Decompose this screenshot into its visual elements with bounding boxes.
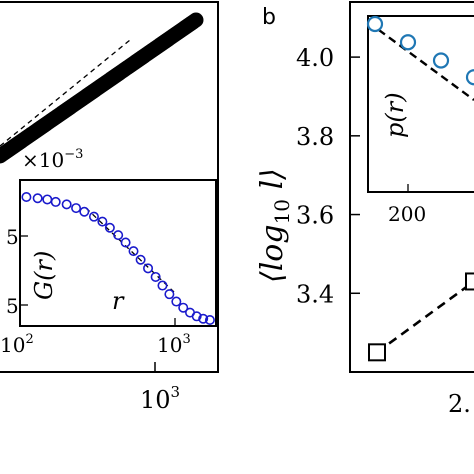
panel-a-inset-point xyxy=(198,313,209,324)
panel-a-inset-point xyxy=(50,196,61,207)
panel-b-inset-markers xyxy=(366,15,474,86)
panel-a-markers xyxy=(0,12,204,164)
panel-b-inset-point xyxy=(465,69,474,86)
panel-a-inset-point xyxy=(88,211,99,222)
panel-b-y-ticks: 3.4 3.6 3.8 4.0 xyxy=(296,44,360,308)
panel-a-inset-y-tick-label-lower: 5 xyxy=(6,294,19,318)
panel-b-y-axis-title: ⟨log10 l⟩ xyxy=(255,168,294,283)
panel-a-inset-point xyxy=(143,263,154,274)
panel-a-frame xyxy=(0,1,219,373)
panel-b-inset-point xyxy=(399,34,417,51)
panel-b-series xyxy=(368,272,474,362)
panel-b-y-tick-label: 3.6 xyxy=(296,202,334,230)
panel-a-inset-x-axis-title: r xyxy=(112,287,125,315)
panel-a-inset-point xyxy=(97,216,108,227)
panel-b-inset-fit-line xyxy=(367,21,474,101)
panel-a-inset-point xyxy=(120,237,131,248)
panel-a-inset-point xyxy=(128,246,139,257)
panel-b-y-tick-label: 3.8 xyxy=(296,123,334,151)
panel-a-inset-point xyxy=(150,271,161,282)
panel-b-inset-point xyxy=(432,52,450,69)
panel-a-x-tick-label: 103 xyxy=(140,383,180,414)
panel-a-inset-point xyxy=(135,254,146,265)
panel-a-inset-x-tick-label-1000: 103 xyxy=(157,332,191,357)
panel-a-inset: ×10−3 5 5 102 103 r G(r) xyxy=(0,147,217,357)
panel-a-inset-point xyxy=(191,311,202,322)
panel-b-series-line xyxy=(376,280,474,354)
panel-a-inset-point xyxy=(32,193,43,204)
panel-a-inset-point xyxy=(157,280,168,291)
panel-b-inset-y-axis-title: p(r) xyxy=(381,92,409,138)
panel-b-y-tick-label: 3.4 xyxy=(296,280,334,308)
panel-b-point xyxy=(465,272,474,291)
panel-a-inset-markers xyxy=(21,192,215,325)
panel-a-inset-point xyxy=(104,222,115,233)
panel-a-inset-multiplier: ×10−3 xyxy=(22,147,83,172)
panel-b-x-tick-label: 2. xyxy=(448,390,471,418)
panel-a-inset-point xyxy=(71,203,82,214)
panel-a-inset-point xyxy=(79,206,90,217)
panel-a-reference-line xyxy=(0,39,131,147)
panel-a-inset-y-tick-label-upper: 5 xyxy=(6,225,19,249)
panel-a-inset-point xyxy=(61,199,72,210)
panel-b-y-tick-label: 4.0 xyxy=(296,44,334,72)
panel-a-inset-point xyxy=(113,230,124,241)
panel-b-point xyxy=(368,343,386,362)
panel-a-marker xyxy=(188,12,204,28)
panel-a: 103 ×10−3 5 5 102 103 r G(r) xyxy=(0,1,219,414)
panel-a-inset-x-tick-label-100: 102 xyxy=(0,332,34,357)
panel-a-inset-point xyxy=(21,192,32,203)
panel-b-inset: 200 p(r) xyxy=(366,15,474,226)
panel-b-label: b xyxy=(262,5,276,30)
panel-a-inset-point xyxy=(164,289,175,300)
panel-a-inset-point xyxy=(171,296,182,307)
panel-a-inset-point xyxy=(204,314,215,325)
panel-b-frame xyxy=(349,1,474,373)
panel-a-inset-point xyxy=(178,302,189,313)
panel-a-inset-y-axis-title: G(r) xyxy=(30,251,58,300)
panel-b-inset-point xyxy=(366,15,384,33)
panel-b: b 3.4 3.6 3.8 4.0 ⟨log10 l⟩ 2. 200 p(r) xyxy=(255,1,474,418)
panel-b-inset-x-tick-label: 200 xyxy=(388,202,426,226)
